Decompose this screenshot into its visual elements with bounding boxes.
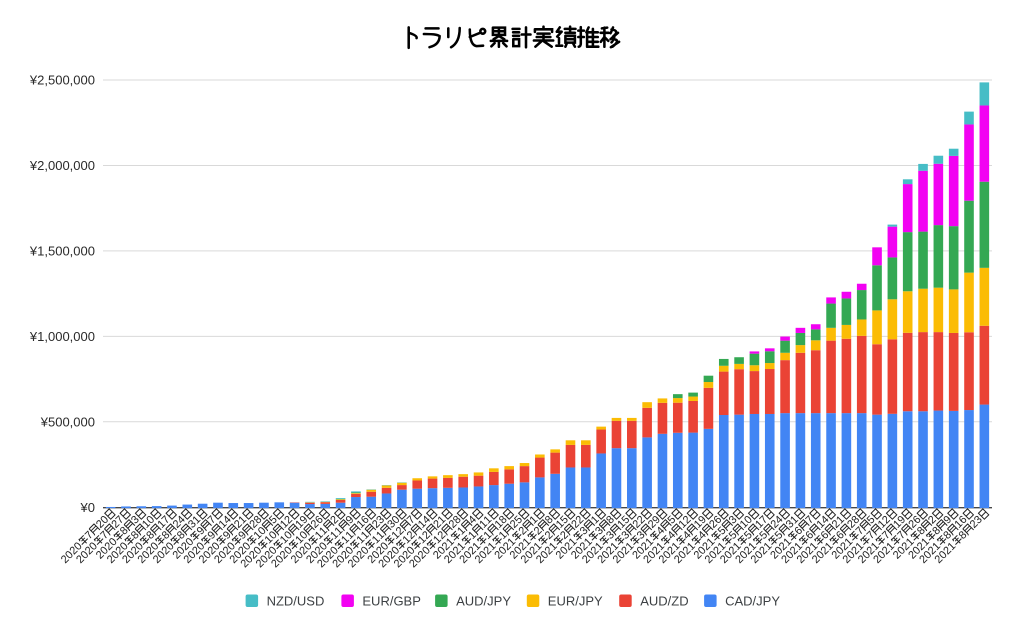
svg-text:EUR/JPY: EUR/JPY <box>548 594 603 609</box>
svg-text:¥0: ¥0 <box>80 500 95 515</box>
svg-text:AUD/ZD: AUD/ZD <box>640 594 688 609</box>
svg-text:¥500,000: ¥500,000 <box>40 414 95 429</box>
svg-text:¥1,500,000: ¥1,500,000 <box>29 243 95 258</box>
svg-text:NZD/USD: NZD/USD <box>267 594 325 609</box>
svg-text:CAD/JPY: CAD/JPY <box>725 594 780 609</box>
svg-text:AUD/JPY: AUD/JPY <box>456 594 511 609</box>
svg-text:¥1,000,000: ¥1,000,000 <box>29 329 95 344</box>
svg-text:¥2,000,000: ¥2,000,000 <box>29 158 95 173</box>
svg-text:EUR/GBP: EUR/GBP <box>362 594 421 609</box>
svg-text:¥2,500,000: ¥2,500,000 <box>29 73 95 88</box>
